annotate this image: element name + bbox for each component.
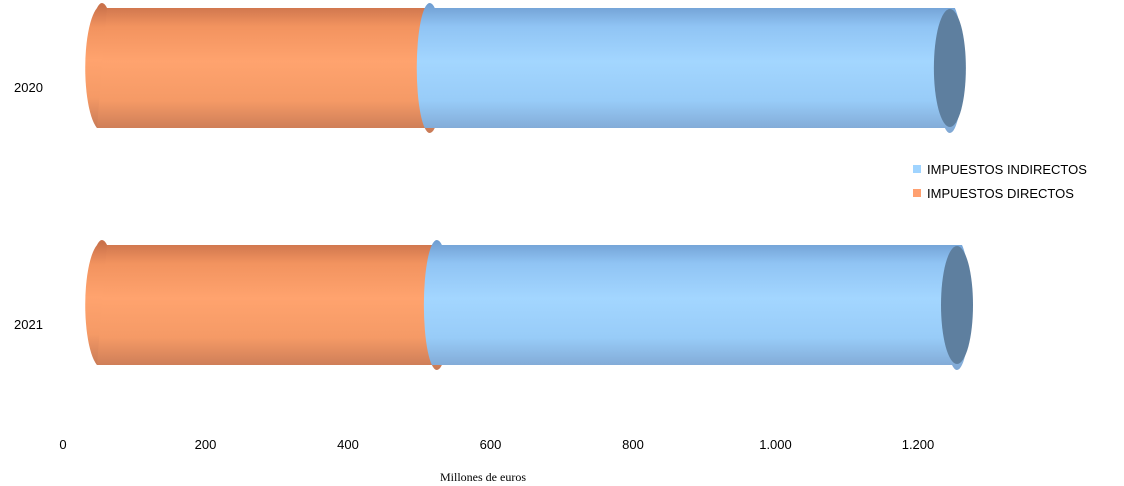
- bar-2021-impuestos-directos: [89, 240, 450, 371]
- bar-2020-impuestos-directos: [89, 3, 443, 134]
- bar-2021-impuestos-indirectos: [423, 239, 970, 370]
- x-axis-label: Millones de euros: [440, 470, 526, 484]
- x-tick-label: 1.200: [902, 437, 935, 452]
- category-label-2020: 2020: [14, 80, 43, 95]
- legend-label: IMPUESTOS DIRECTOS: [927, 186, 1074, 201]
- x-tick-label: 0: [59, 437, 66, 452]
- x-tick-label: 800: [622, 437, 644, 452]
- x-tick-label: 400: [337, 437, 359, 452]
- legend-item-impuestos-indirectos: IMPUESTOS INDIRECTOS: [913, 162, 1087, 177]
- bar-group-2021: [85, 239, 973, 371]
- bar-cap-start-2020: [85, 5, 107, 128]
- x-tick-label: 600: [480, 437, 502, 452]
- legend-swatch: [913, 165, 921, 173]
- category-label-2021: 2021: [14, 317, 43, 332]
- bar-cap-start-2021: [85, 242, 107, 365]
- bar-cap-end-2020: [933, 9, 966, 127]
- legend-label: IMPUESTOS INDIRECTOS: [927, 162, 1087, 177]
- x-tick-label: 200: [195, 437, 217, 452]
- legend-swatch: [913, 189, 921, 197]
- x-tick-label: 1.000: [759, 437, 792, 452]
- bar-cap-end-2021: [941, 246, 973, 364]
- bar-2020-impuestos-indirectos: [416, 2, 963, 133]
- bar-group-2020: [85, 2, 966, 134]
- legend-item-impuestos-directos: IMPUESTOS DIRECTOS: [913, 186, 1074, 201]
